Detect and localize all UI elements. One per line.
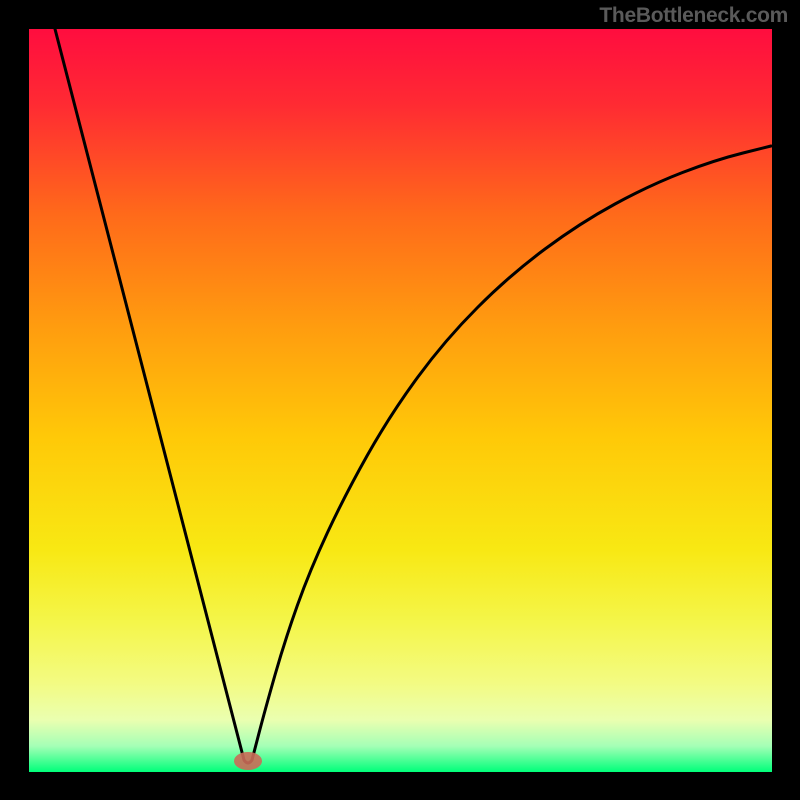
- watermark-text: TheBottleneck.com: [599, 4, 788, 28]
- vertex-marker: [234, 752, 262, 770]
- chart-frame: TheBottleneck.com: [0, 0, 800, 800]
- bottleneck-chart: [29, 29, 772, 772]
